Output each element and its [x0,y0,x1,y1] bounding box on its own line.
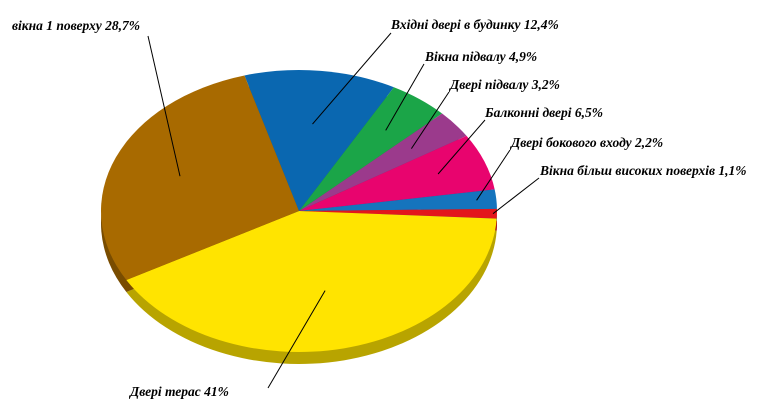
data-label-вхідні-двері-в-будинку: Вхідні двері в будинку 12,4% [390,17,559,32]
leader-lines [147,32,540,389]
data-label-вікна-підвалу: Вікна підвалу 4,9% [424,49,537,64]
pie-slice-вікна-більш-високих-поверхів [299,208,498,219]
leader-line-двері-терас [267,290,326,389]
leader-line-двері-бокового-входу [476,149,511,201]
data-label-вікна-більш-високих-поверхів: Вікна більш високих поверхів 1,1% [539,163,746,178]
leader-line-вікна-більш-високих-поверхів [492,177,540,215]
pie-slices [100,69,498,352]
data-label-двері-терас: Двері терас 41% [128,384,229,399]
leader-line-вхідні-двері-в-будинку [312,32,392,125]
pie-slice-балконні-двері [299,135,495,211]
pie-slice-вікна-1-поверху [100,75,299,281]
pie-slice-двері-терас [126,211,497,352]
pie-slice-вхідні-двері-в-будинку [244,69,394,211]
leader-line-вікна-1-поверху [147,35,181,177]
data-label-двері-підвалу: Двері підвалу 3,2% [448,77,560,92]
pie-slice-двері-підвалу [299,113,467,211]
data-label-двері-бокового-входу: Двері бокового входу 2,2% [509,135,663,150]
data-label-вікна-1-поверху: вікна 1 поверху 28,7% [12,18,140,33]
data-label-балконні-двері: Балконні двері 6,5% [484,105,603,120]
leader-line-вікна-підвалу [385,63,425,131]
pie-slice-двері-бокового-входу [299,189,497,211]
pie-slice-вікна-підвалу [299,87,443,211]
slice-labels: Вхідні двері в будинку 12,4% Вікна підвал… [12,17,746,399]
leader-line-балконні-двері [437,119,486,175]
leader-line-двері-підвалу [410,91,450,149]
